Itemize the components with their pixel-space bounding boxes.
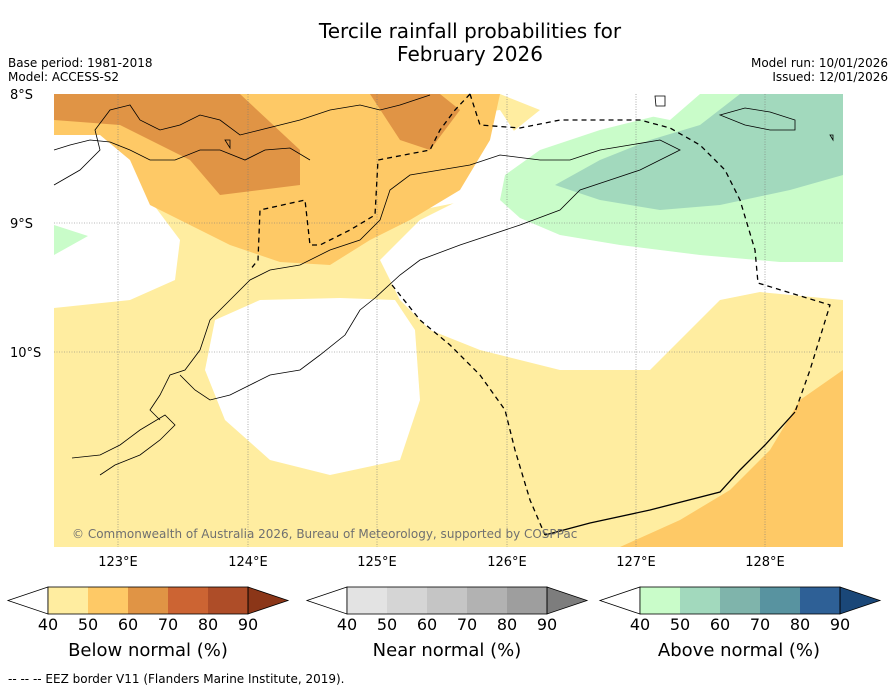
colorbar-label-above: Above normal (%): [657, 640, 821, 661]
colorbar-below-segment: [208, 587, 248, 614]
colorbar-above-segment: [640, 587, 680, 614]
colorbar-above-segment: [800, 587, 840, 614]
colorbar-above-max-arrow: [839, 586, 882, 615]
colorbar-tick: 60: [709, 615, 731, 634]
colorbar-tick: 60: [416, 615, 438, 634]
colorbar-below-frame: [47, 586, 249, 615]
eez-border: [249, 93, 831, 536]
lon-label: 128°E: [745, 555, 785, 570]
colorbar-tick: 80: [496, 615, 518, 634]
colorbar-tick: 40: [629, 615, 651, 634]
colorbar-below-max-arrow: [247, 586, 290, 615]
colorbar-tick: 90: [829, 615, 851, 634]
colorbar-near-segment: [507, 587, 547, 614]
lon-label: 125°E: [357, 555, 397, 570]
colorbar-near-frame: [346, 586, 548, 615]
colorbar-tick: 90: [536, 615, 558, 634]
lat-label: 10°S: [10, 346, 41, 361]
model-run: Model run: 10/01/2026: [750, 56, 888, 70]
colorbar-above-segment: [760, 587, 800, 614]
graticule: [54, 94, 843, 547]
eez-border-solid: [544, 411, 796, 536]
colorbar-near-segment: [427, 587, 467, 614]
colorbar-tick: 50: [669, 615, 691, 634]
colorbar-tick: 50: [77, 615, 99, 634]
colorbar-tick: 40: [37, 615, 59, 634]
lon-label: 123°E: [98, 555, 138, 570]
base-period: Base period: 1981-2018: [8, 56, 153, 70]
colorbar-near-max-arrow: [546, 586, 589, 615]
lon-label: 126°E: [487, 555, 527, 570]
colorbar-below-min-arrow: [6, 586, 49, 615]
colorbar-tick: 80: [789, 615, 811, 634]
colorbar-near-min-arrow: [305, 586, 348, 615]
colorbar-near-segment: [387, 587, 427, 614]
eez-footnote: -- -- -- EEZ border V11 (Flanders Marine…: [8, 672, 345, 686]
colorbar-above-segment: [680, 587, 720, 614]
coastline: [53, 94, 834, 476]
colorbar-tick: 80: [197, 615, 219, 634]
colorbar-tick: 40: [336, 615, 358, 634]
probability-fill: [54, 94, 843, 547]
lon-label: 127°E: [616, 555, 656, 570]
colorbar-tick: 70: [157, 615, 179, 634]
colorbar-below-segment: [168, 587, 208, 614]
colorbar-below-segment: [48, 587, 88, 614]
map-title-line1: Tercile rainfall probabilities for: [318, 19, 622, 43]
colorbar-above-frame: [639, 586, 841, 615]
lat-label: 8°S: [10, 88, 33, 103]
colorbar-near-segment: [467, 587, 507, 614]
colorbar-label-below: Below normal (%): [68, 640, 228, 661]
map-title-line2: February 2026: [397, 42, 543, 66]
colorbar-tick: 70: [456, 615, 478, 634]
colorbar-above-segment: [720, 587, 760, 614]
issued-date: Issued: 12/01/2026: [772, 70, 888, 84]
colorbar-above-min-arrow: [598, 586, 641, 615]
colorbar-below-segment: [88, 587, 128, 614]
lat-label: 9°S: [10, 217, 33, 232]
colorbar-label-near: Near normal (%): [372, 640, 522, 661]
colorbar-below-segment: [128, 587, 168, 614]
lon-label: 124°E: [228, 555, 268, 570]
colorbar-tick: 90: [237, 615, 259, 634]
colorbar-legend: [6, 586, 882, 615]
model-name: Model: ACCESS-S2: [8, 70, 120, 84]
colorbar-near-segment: [347, 587, 387, 614]
colorbar-tick: 50: [376, 615, 398, 634]
colorbar-tick: 70: [749, 615, 771, 634]
colorbar-tick: 60: [117, 615, 139, 634]
copyright-text: © Commonwealth of Australia 2026, Bureau…: [72, 527, 577, 541]
